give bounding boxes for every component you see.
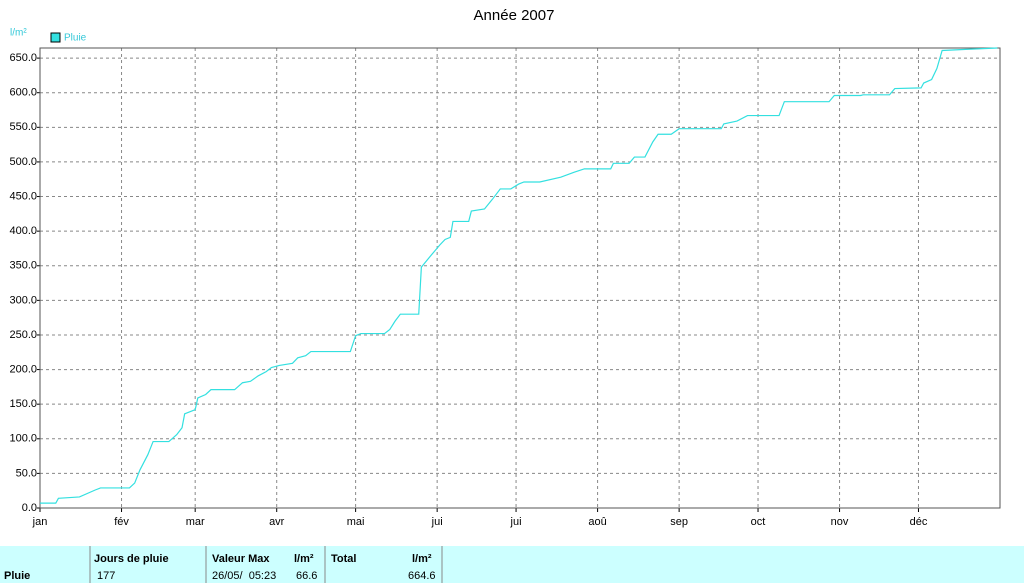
x-tick-label: déc	[910, 516, 928, 528]
x-tick-label: oct	[751, 516, 766, 528]
x-tick-label: jui	[431, 516, 443, 528]
y-tick-label: 200.0	[9, 363, 37, 375]
table-header: Total	[331, 553, 356, 565]
table-cell: 664.6	[408, 570, 436, 582]
y-tick-label: 50.0	[16, 467, 37, 479]
table-header: Valeur Max	[212, 553, 270, 565]
table-cell: 66.6	[296, 570, 317, 582]
data-line	[40, 47, 998, 504]
x-tick-label: aoû	[588, 516, 606, 528]
table-row-label: Pluie	[4, 570, 30, 582]
x-tick-label: jui	[510, 516, 522, 528]
chart-title: Année 2007	[474, 7, 555, 24]
y-tick-label: 0.0	[22, 502, 37, 514]
y-tick-label: 250.0	[9, 329, 37, 341]
y-tick-label: 400.0	[9, 225, 37, 237]
x-tick-label: mar	[186, 516, 205, 528]
y-axis-label: l/m²	[10, 28, 27, 39]
y-tick-label: 550.0	[9, 121, 37, 133]
table-header: l/m²	[412, 553, 432, 565]
legend-label: Pluie	[64, 33, 87, 44]
y-tick-label: 450.0	[9, 190, 37, 202]
x-tick-label: nov	[831, 516, 849, 528]
x-tick-label: sep	[670, 516, 688, 528]
x-tick-label: fév	[114, 516, 129, 528]
x-tick-label: jan	[32, 516, 48, 528]
plot-border	[39, 47, 1001, 509]
table-cell: 26/05/ 05:23	[212, 570, 276, 582]
table-header: l/m²	[294, 553, 314, 565]
y-tick-label: 100.0	[9, 433, 37, 445]
x-tick-label: avr	[269, 516, 285, 528]
y-tick-label: 150.0	[9, 398, 37, 410]
table-background	[0, 546, 1024, 583]
y-tick-label: 300.0	[9, 294, 37, 306]
table-cell: 177	[97, 570, 115, 582]
legend-swatch	[50, 32, 61, 43]
y-tick-label: 600.0	[9, 87, 37, 99]
x-tick-label: mai	[347, 516, 365, 528]
y-tick-label: 350.0	[9, 260, 37, 272]
y-tick-label: 650.0	[9, 52, 37, 64]
y-tick-label: 500.0	[9, 156, 37, 168]
table-header: Jours de pluie	[94, 553, 169, 565]
